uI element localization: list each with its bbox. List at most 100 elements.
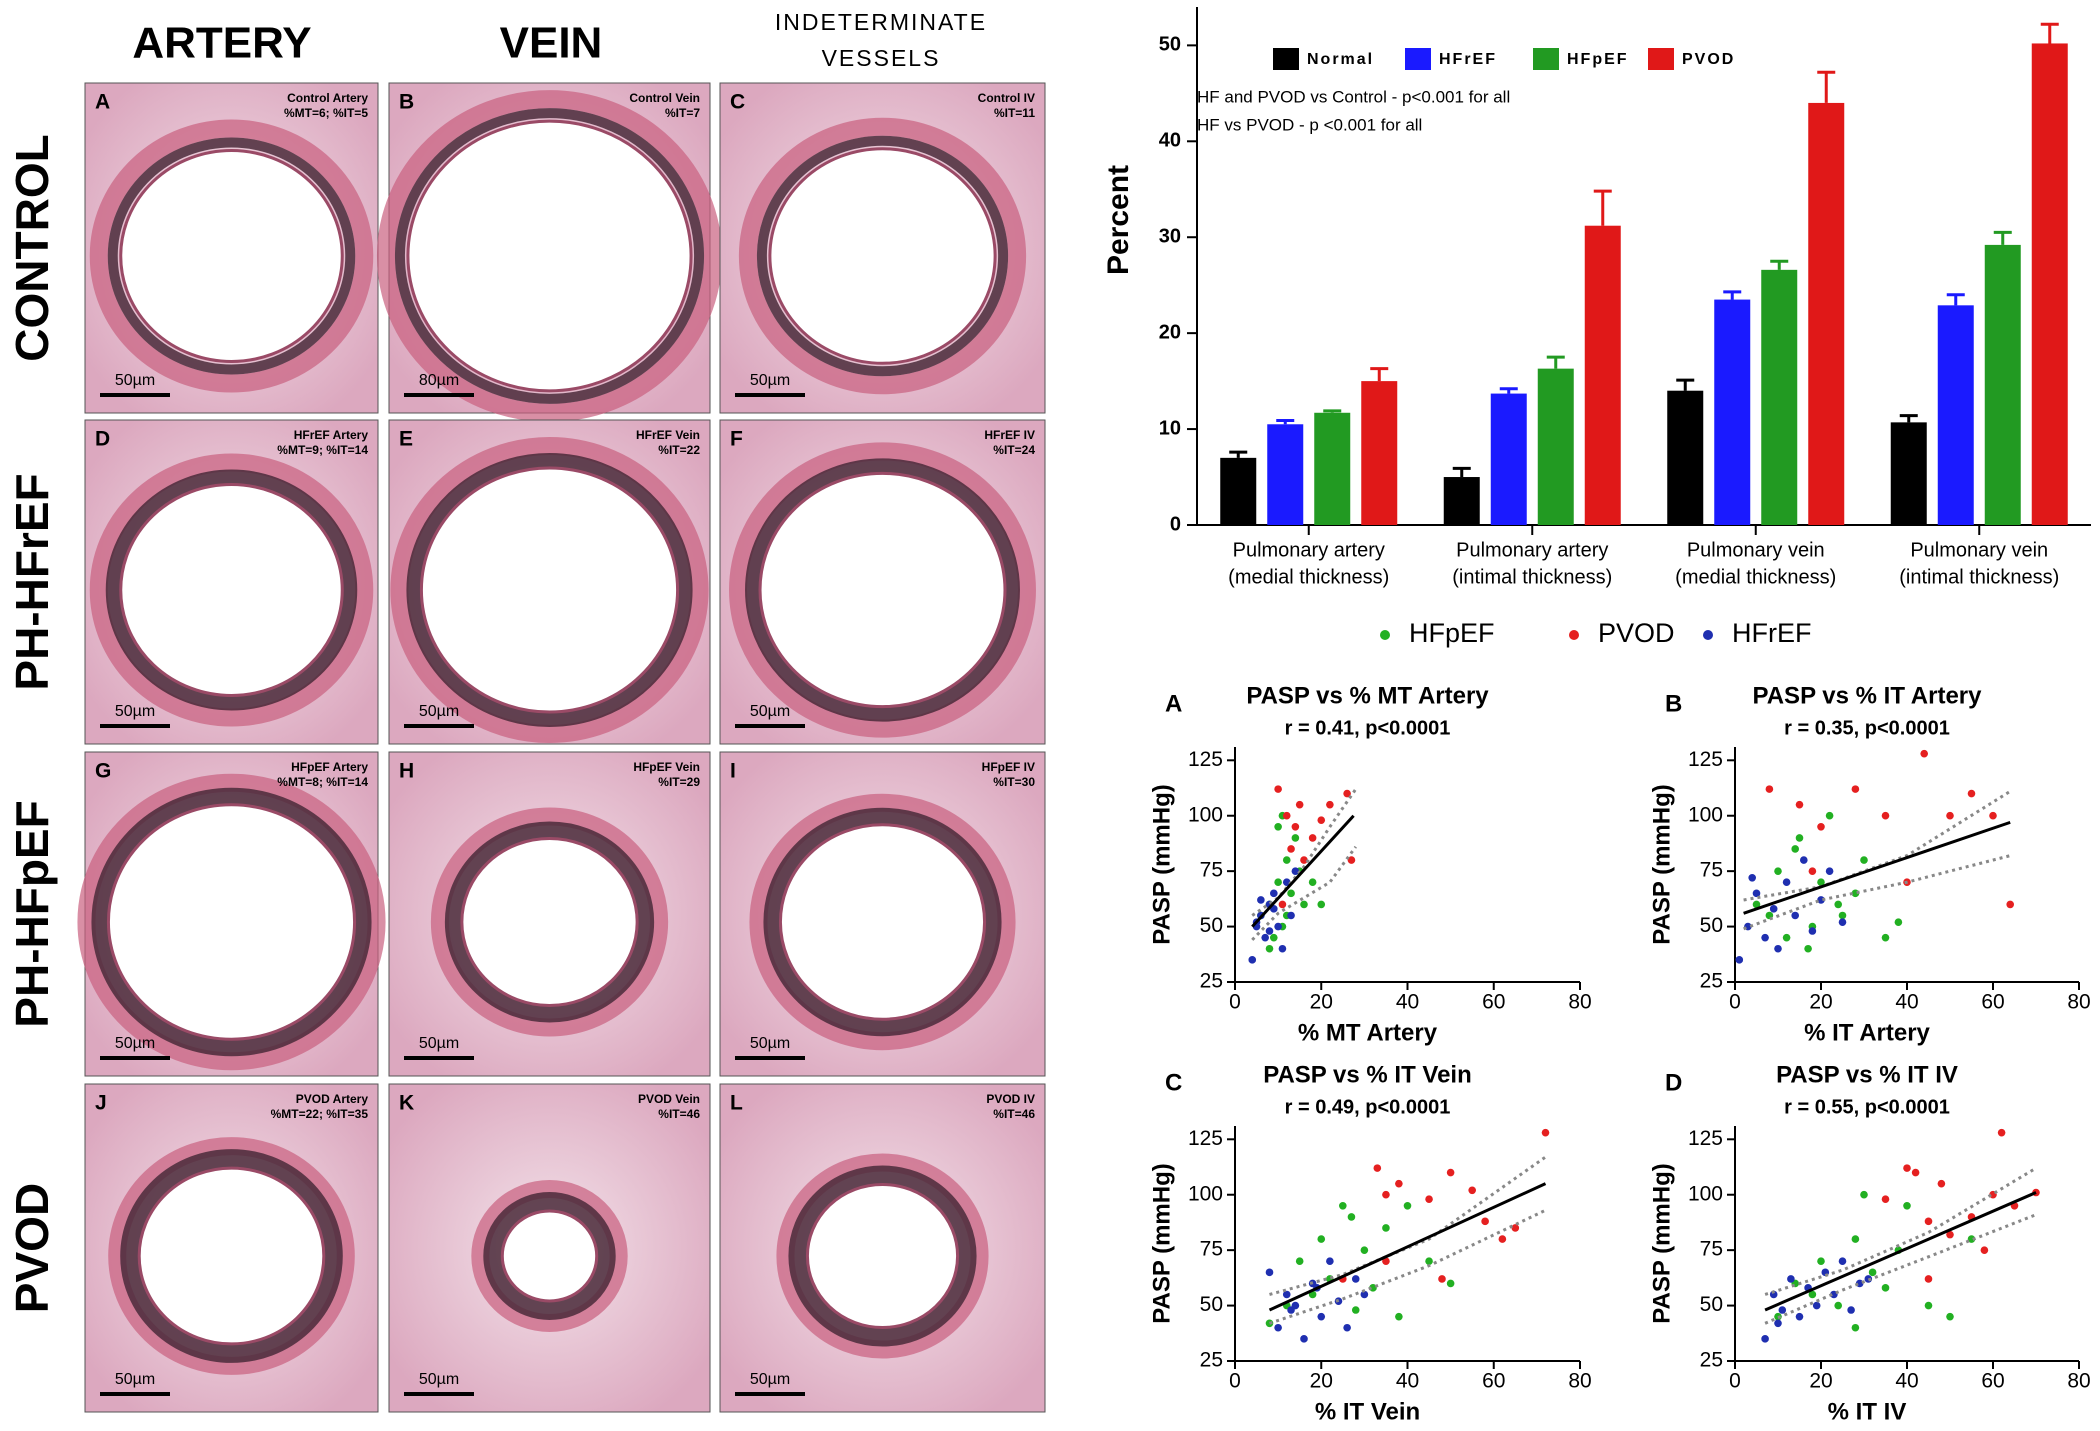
scatter-point	[1778, 1306, 1787, 1314]
panel-caption: Control Vein	[629, 91, 700, 105]
bar	[1584, 225, 1621, 525]
error-bar	[1993, 230, 2012, 245]
scatter-point	[1278, 900, 1287, 909]
x-tick-label: 20	[1809, 991, 1832, 1014]
scatter-point	[1511, 1224, 1520, 1232]
panel-caption: HFpEF Vein	[633, 760, 700, 774]
scatter-point	[1403, 1202, 1412, 1210]
error-bar	[1276, 418, 1295, 425]
x-tick-label: 0	[1729, 991, 1741, 1014]
scatter-point	[1257, 896, 1265, 904]
bar	[1314, 412, 1351, 525]
error-bar	[1770, 259, 1789, 270]
scatter-point	[1382, 1190, 1390, 1199]
scatter-point	[1498, 1235, 1507, 1243]
scatter-point	[1446, 1168, 1455, 1177]
scatter-point	[1946, 1312, 1954, 1321]
panel-caption: %IT=11	[994, 106, 1035, 120]
x-tick-label: 20	[1310, 991, 1333, 1014]
annotation: HF vs PVOD - p <0.001 for all	[1197, 115, 1422, 134]
y-axis-label: PASP (mmHg)	[1648, 784, 1675, 944]
scatter-point	[1860, 856, 1868, 864]
panel-letter: H	[399, 760, 414, 783]
y-axis-label: PASP (mmHg)	[1648, 1163, 1675, 1323]
x-tick-label: (medial thickness)	[1228, 566, 1389, 588]
panel-letter: D	[95, 428, 110, 451]
vessel-wall	[376, 90, 723, 422]
legend-marker	[1380, 630, 1390, 640]
panel-letter: C	[1165, 1069, 1182, 1096]
scatter-point	[1274, 1323, 1282, 1332]
panel-letter: K	[399, 1092, 414, 1115]
panel-caption: PVOD Artery	[296, 1092, 369, 1106]
scatter-point	[1967, 1235, 1976, 1243]
chart-title: PASP vs % MT Artery	[1246, 682, 1489, 709]
scatter-point	[1774, 1319, 1782, 1328]
scatter-point	[1274, 785, 1282, 793]
x-tick-label: 0	[1729, 1370, 1741, 1393]
vessel-wall	[738, 117, 1027, 395]
x-tick-label: Pulmonary artery	[1456, 539, 1608, 561]
scatter-point	[1838, 918, 1847, 926]
scatter-point	[1795, 800, 1804, 809]
scatter-point	[1339, 1202, 1347, 1210]
scatter-point	[1782, 878, 1791, 887]
panel-letter: D	[1665, 1069, 1682, 1096]
scale-label: 50µm	[750, 1035, 790, 1052]
scatter-point	[1911, 1168, 1920, 1177]
scatter-point	[1924, 1217, 1933, 1226]
x-tick-label: 0	[1229, 991, 1241, 1014]
scatter-point	[1326, 1257, 1334, 1266]
scatter-point	[1308, 878, 1317, 887]
x-tick-label: 40	[1396, 991, 1419, 1014]
scatter-point	[1894, 918, 1903, 926]
y-tick-label: 100	[1188, 1182, 1223, 1205]
scatter-point	[1946, 1230, 1954, 1239]
y-tick-label: 125	[1188, 1127, 1223, 1150]
scatter-point	[1769, 905, 1778, 913]
bar	[1443, 477, 1480, 525]
vessel-wall	[91, 787, 372, 1057]
y-tick-label: 50	[1700, 914, 1723, 937]
error-bar	[1676, 378, 1695, 391]
scatter-point	[1347, 1213, 1356, 1221]
scatter-point	[1787, 1275, 1795, 1283]
y-tick-label: 125	[1688, 1127, 1723, 1150]
x-tick-label: 40	[1895, 991, 1918, 1014]
scatter-point	[1774, 944, 1782, 953]
scatter-point	[1881, 1284, 1890, 1292]
panel-caption: %IT=46	[658, 1107, 700, 1121]
chart-title: PASP vs % IT IV	[1776, 1061, 1958, 1088]
scatter-point	[1735, 956, 1744, 964]
panel-letter: L	[730, 1092, 743, 1115]
panel-caption: PVOD Vein	[638, 1092, 700, 1106]
scatter-point	[1800, 856, 1808, 864]
scatter-point	[1903, 1164, 1911, 1172]
scatter-point	[1278, 944, 1287, 953]
scatter-point	[1817, 878, 1825, 887]
scale-label: 50µm	[750, 1371, 790, 1388]
vessel-wall	[444, 821, 655, 1023]
panel-caption: %MT=6; %IT=5	[284, 106, 368, 120]
bar	[1937, 305, 1974, 525]
scatter-point	[1347, 856, 1356, 864]
x-tick-label: 80	[2067, 991, 2090, 1014]
panel-caption: PVOD IV	[986, 1092, 1035, 1106]
scatter-point	[1291, 834, 1300, 842]
x-tick-label: 80	[2067, 1370, 2090, 1393]
chart-title: PASP vs % IT Vein	[1263, 1061, 1472, 1088]
scatter-point	[1274, 922, 1282, 931]
y-tick-label: 100	[1688, 1182, 1723, 1205]
panel-caption: %IT=7	[665, 106, 700, 120]
legend-swatch	[1533, 48, 1559, 70]
scatter-point	[1481, 1217, 1489, 1226]
bar	[1808, 102, 1845, 525]
scatter-point	[1795, 834, 1804, 842]
chart-subtitle: r = 0.41, p<0.0001	[1285, 717, 1451, 739]
y-axis-label: Percent	[1102, 165, 1135, 275]
scatter-point	[1282, 811, 1291, 820]
vessel-wall	[763, 807, 1002, 1037]
vessel-wall	[89, 453, 374, 727]
panel-caption: %MT=9; %IT=14	[277, 443, 368, 457]
error-bar	[1899, 414, 1918, 423]
